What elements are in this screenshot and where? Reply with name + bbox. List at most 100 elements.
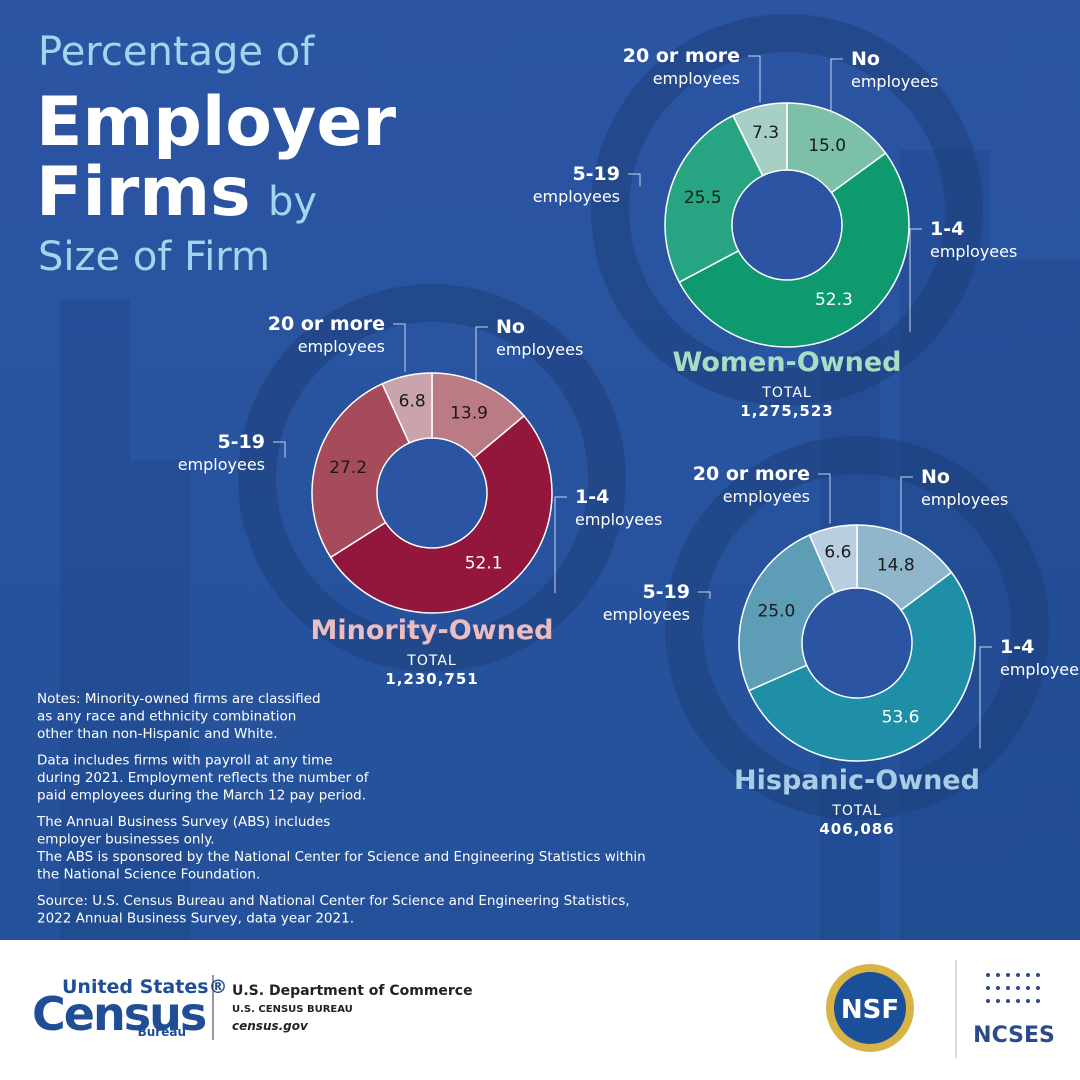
total-label: TOTAL	[761, 385, 811, 401]
nsf-text: NSF	[841, 995, 899, 1025]
leader-line	[628, 173, 641, 187]
ncses-text: NCSES	[973, 1023, 1055, 1048]
donut-segment	[381, 372, 433, 444]
category-label: No	[496, 316, 525, 338]
note-line: as any race and ethnicity combination	[37, 709, 296, 725]
category-unit: employees	[930, 242, 1017, 261]
chart-title: Hispanic-Owned	[734, 765, 980, 796]
category-label: 20 or more	[693, 463, 810, 485]
dept: U.S. Department of Commerce	[232, 983, 473, 999]
leader-line	[554, 496, 567, 594]
chart-title: Women-Owned	[673, 347, 902, 378]
category-label: 1-4	[1000, 636, 1034, 658]
title-line: Size of Firm	[38, 234, 270, 280]
value-label: 7.3	[752, 123, 779, 143]
nsf-seal	[834, 972, 906, 1044]
category-unit: employees	[723, 487, 810, 506]
note-line: during 2021. Employment reflects the num…	[37, 770, 370, 786]
category-label: 5-19	[572, 163, 620, 185]
category-label: 20 or more	[268, 313, 385, 335]
leader-line	[393, 323, 406, 372]
category-unit: employees	[603, 605, 690, 624]
donut-segment	[311, 382, 411, 559]
note-line: Notes: Minority-owned firms are classifi…	[37, 691, 321, 707]
title-line: by	[268, 179, 317, 225]
leader-line	[748, 55, 761, 103]
total-value: 406,086	[819, 820, 894, 838]
value-label: 52.3	[815, 290, 853, 310]
category-unit: employees	[178, 455, 265, 474]
bureau: U.S. CENSUS BUREAU	[232, 1004, 353, 1015]
value-label: 52.1	[465, 554, 503, 574]
value-label: 6.6	[824, 542, 851, 562]
donut-segment	[678, 152, 910, 348]
leader-line	[273, 441, 286, 458]
category-unit: employees	[298, 337, 385, 356]
title-line: Firms	[36, 153, 251, 232]
value-label: 14.8	[877, 556, 915, 576]
total-label: TOTAL	[831, 803, 881, 819]
note-line: The ABS is sponsored by the National Cen…	[36, 849, 646, 865]
leader-line	[830, 58, 843, 113]
category-unit: employees	[921, 490, 1008, 509]
category-unit: employees	[1000, 660, 1080, 679]
note-line: 2022 Annual Business Survey, data year 2…	[37, 911, 354, 927]
category-label: 1-4	[575, 486, 609, 508]
donut-segment	[664, 114, 764, 284]
category-label: No	[921, 466, 950, 488]
site: census.gov	[232, 1019, 309, 1033]
donut-hole	[803, 589, 911, 697]
category-label: No	[851, 48, 880, 70]
note-line: The Annual Business Survey (ABS) include…	[36, 814, 330, 830]
shadow-ring	[591, 14, 983, 406]
logo-main: Census	[32, 987, 206, 1041]
leader-line	[698, 591, 711, 599]
value-label: 15.0	[808, 136, 846, 156]
logo-sub: Bureau	[138, 1025, 186, 1039]
total-value: 1,230,751	[385, 670, 478, 688]
value-label: 53.6	[882, 708, 920, 728]
title-line: Percentage of	[38, 29, 315, 75]
note-line: Source: U.S. Census Bureau and National …	[37, 893, 630, 909]
category-label: 5-19	[217, 431, 265, 453]
category-unit: employees	[575, 510, 662, 529]
note-line: employer businesses only.	[37, 832, 215, 848]
leader-line	[900, 476, 913, 534]
shadow-ring	[665, 436, 1049, 820]
category-unit: employees	[653, 69, 740, 88]
donut-segment	[738, 534, 836, 692]
donut-segment	[732, 102, 788, 177]
note-line: Data includes firms with payroll at any …	[37, 753, 333, 769]
note-line: the National Science Foundation.	[37, 867, 260, 883]
donut-segment	[329, 414, 553, 614]
category-label: 20 or more	[623, 45, 740, 67]
title-line: Employer	[36, 83, 396, 162]
logo-top: United States®	[62, 976, 228, 998]
value-label: 25.5	[684, 188, 722, 208]
category-unit: employees	[851, 72, 938, 91]
leader-line	[818, 473, 831, 524]
leader-line	[475, 326, 488, 381]
footer: United States® Census Bureau U.S. Depart…	[32, 960, 1055, 1058]
donut-hole	[378, 439, 486, 547]
leader-line	[909, 228, 922, 332]
total-value: 1,275,523	[740, 402, 833, 420]
total-label: TOTAL	[406, 653, 456, 669]
leader-line	[979, 646, 992, 749]
category-unit: employees	[533, 187, 620, 206]
ncses-dots	[986, 973, 1040, 1003]
value-label: 25.0	[757, 602, 795, 622]
value-label: 6.8	[399, 392, 426, 412]
category-label: 1-4	[930, 218, 964, 240]
shadow-ring	[238, 284, 626, 672]
note-line: other than non-Hispanic and White.	[37, 726, 278, 742]
value-label: 13.9	[450, 404, 488, 424]
note-line: paid employees during the March 12 pay p…	[37, 788, 366, 804]
value-label: 27.2	[329, 458, 367, 478]
category-unit: employees	[496, 340, 583, 359]
donut-segment	[748, 571, 976, 762]
donut-segment	[808, 524, 858, 594]
donut-hole	[733, 171, 841, 279]
category-label: 5-19	[642, 581, 690, 603]
